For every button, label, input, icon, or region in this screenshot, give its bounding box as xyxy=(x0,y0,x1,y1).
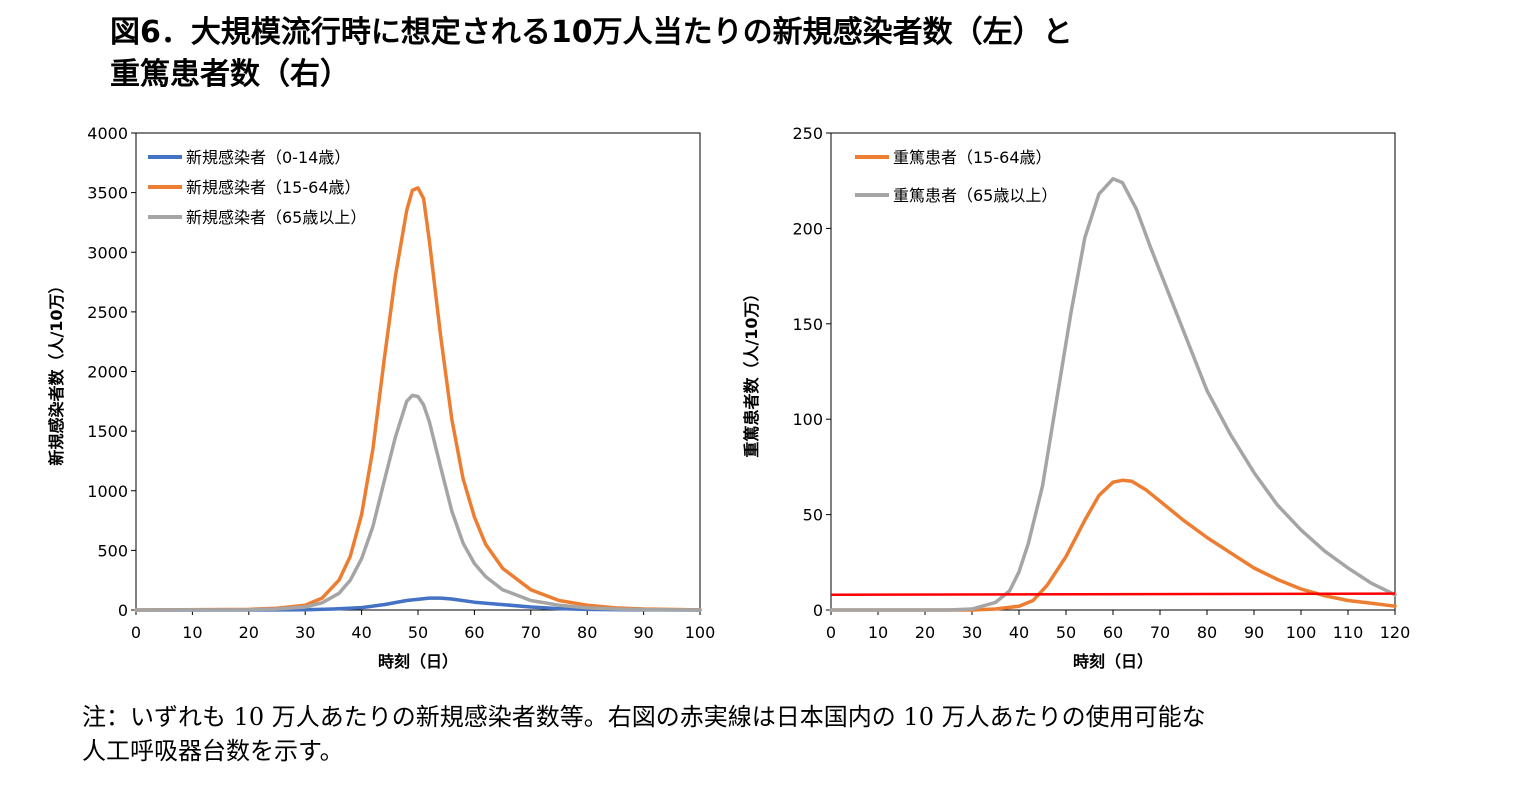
x-tick-label: 100 xyxy=(685,623,716,642)
x-tick-label: 80 xyxy=(1197,623,1217,642)
x-tick-label: 50 xyxy=(408,623,428,642)
x-tick-label: 10 xyxy=(868,623,888,642)
footnote-line-2: 人工呼吸器台数を示す。 xyxy=(82,737,344,765)
x-tick-label: 100 xyxy=(1286,623,1317,642)
plot-area-frame xyxy=(135,132,701,611)
y-tick-label: 0 xyxy=(813,601,823,620)
ventilator-capacity-line xyxy=(830,592,1396,596)
y-axis-label: 新規感染者数（人/10万） xyxy=(47,277,66,465)
y-tick-label: 2500 xyxy=(87,303,128,322)
x-tick-label: 30 xyxy=(962,623,982,642)
legend-label-2: 新規感染者（15-64歳） xyxy=(186,178,361,197)
footnote-line-1: 注：いずれも 10 万人あたりの新規感染者数等。右図の赤実線は日本国内の 10 … xyxy=(82,703,1206,731)
legend-label-1: 重篤患者（15-64歳） xyxy=(893,148,1052,167)
right-chart-severe-patients: 0 50 100 150 200 250 0 10 20 30 40 50 60 70 80 90 100 110… xyxy=(742,124,1410,671)
series-line-2 xyxy=(829,177,1397,612)
y-tick-label: 2000 xyxy=(87,363,128,382)
legend-label-3: 新規感染者（65歳以上） xyxy=(186,208,366,227)
y-tick-label: 100 xyxy=(792,410,823,429)
x-tick-label: 80 xyxy=(577,623,597,642)
y-tick-label: 1500 xyxy=(87,422,128,441)
y-tick-label: 1000 xyxy=(87,482,128,501)
x-tick-label: 20 xyxy=(915,623,935,642)
x-tick-label: 60 xyxy=(1103,623,1123,642)
y-tick-label: 4000 xyxy=(87,124,128,143)
y-tick-label: 50 xyxy=(803,506,823,525)
x-axis-label: 時刻（日） xyxy=(1073,652,1153,671)
x-tick-label: 0 xyxy=(131,623,141,642)
x-tick-label: 60 xyxy=(464,623,484,642)
x-tick-label: 30 xyxy=(295,623,315,642)
x-tick-label: 40 xyxy=(351,623,371,642)
x-tick-label: 20 xyxy=(239,623,259,642)
y-tick-label: 200 xyxy=(792,219,823,238)
series-line-1 xyxy=(134,596,702,612)
figure-title: 図6．大規模流行時に想定される10万人当たりの新規感染者数（左）と 重篤患者数（… xyxy=(110,12,1490,96)
footnote: 注：いずれも 10 万人あたりの新規感染者数等。右図の赤実線は日本国内の 10 … xyxy=(82,700,1492,768)
x-tick-label: 40 xyxy=(1009,623,1029,642)
y-tick-label: 3500 xyxy=(87,184,128,203)
legend-label-1: 新規感染者（0-14歳） xyxy=(186,148,350,167)
legend-label-2: 重篤患者（65歳以上） xyxy=(893,186,1057,205)
y-tick-label: 0 xyxy=(118,601,128,620)
series-line-3 xyxy=(134,393,702,612)
x-axis-label: 時刻（日） xyxy=(378,652,458,671)
y-tick-label: 3000 xyxy=(87,243,128,262)
y-tick-label: 250 xyxy=(792,124,823,143)
left-chart-new-infections: 0 500 1000 1500 2000 2500 3000 3500 4000 0 10 20 30 4… xyxy=(47,124,715,671)
figure-title-line-2: 重篤患者数（右） xyxy=(110,57,350,92)
x-tick-label: 90 xyxy=(633,623,653,642)
x-tick-label: 120 xyxy=(1380,623,1411,642)
x-tick-label: 90 xyxy=(1244,623,1264,642)
series-line-1 xyxy=(829,478,1397,612)
x-tick-label: 50 xyxy=(1056,623,1076,642)
x-tick-label: 110 xyxy=(1333,623,1364,642)
x-tick-label: 70 xyxy=(1150,623,1170,642)
figure-title-line-1: 図6．大規模流行時に想定される10万人当たりの新規感染者数（左）と xyxy=(110,15,1073,50)
x-tick-label: 0 xyxy=(826,623,836,642)
y-tick-label: 500 xyxy=(97,541,128,560)
y-tick-label: 150 xyxy=(792,315,823,334)
series-line-2 xyxy=(134,186,702,612)
y-axis-label: 重篤患者数（人/10万） xyxy=(742,285,761,457)
x-tick-label: 10 xyxy=(182,623,202,642)
x-tick-label: 70 xyxy=(521,623,541,642)
